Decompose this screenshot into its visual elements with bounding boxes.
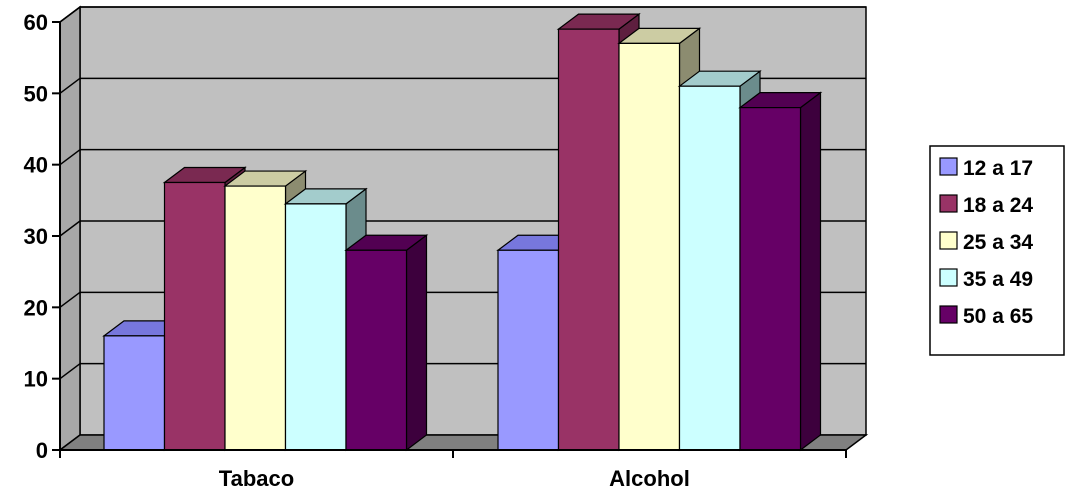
- legend-label: 12 a 17: [963, 157, 1033, 180]
- y-tick-label: 10: [24, 367, 48, 392]
- bar-side: [799, 91, 822, 452]
- legend-label: 35 a 49: [963, 268, 1033, 291]
- gridline-side: [59, 6, 81, 23]
- y-tick-label: 60: [24, 10, 48, 35]
- bar: [344, 234, 429, 452]
- y-axis-tick-labels: 0 10 20 30 40 50 60: [24, 10, 48, 463]
- legend-swatch: [939, 231, 958, 250]
- gridline-side: [59, 291, 81, 308]
- bar-front: [678, 85, 741, 451]
- y-tick-label: 0: [36, 438, 48, 463]
- legend-swatch: [939, 305, 958, 324]
- x-axis-category-labels: Tabaco Alcohol: [219, 466, 690, 491]
- bar-front: [103, 335, 166, 451]
- bar-front: [497, 249, 560, 451]
- x-category-label: Tabaco: [219, 466, 294, 491]
- x-category-label: Alcohol: [609, 466, 690, 491]
- axes: [52, 21, 847, 458]
- y-tick-label: 20: [24, 295, 48, 320]
- legend-label: 25 a 34: [963, 231, 1033, 254]
- legend-label: 18 a 24: [963, 194, 1033, 217]
- bar-front: [557, 28, 620, 451]
- y-tick-label: 50: [24, 81, 48, 106]
- gridline-side: [59, 77, 81, 94]
- bar-side: [405, 234, 428, 452]
- y-tick-label: 40: [24, 153, 48, 178]
- bar-front: [618, 42, 681, 451]
- gridline-side: [59, 220, 81, 237]
- legend-swatch: [939, 268, 958, 287]
- bars: [102, 12, 823, 452]
- legend: 12 a 17 18 a 24 25 a 34 35 a 49 50 a 65: [929, 145, 1065, 356]
- bar: [738, 91, 823, 452]
- bar-front: [224, 185, 287, 451]
- gridline-side: [59, 363, 81, 380]
- gridline-side: [59, 149, 81, 166]
- bar-front: [739, 106, 802, 451]
- bar-front: [284, 203, 347, 451]
- bar-front: [345, 249, 408, 451]
- bar-front: [163, 181, 226, 451]
- legend-swatch: [939, 157, 958, 176]
- y-tick-label: 30: [24, 224, 48, 249]
- legend-label: 50 a 65: [963, 305, 1033, 328]
- legend-swatch: [939, 194, 958, 213]
- legend-box: [929, 145, 1065, 356]
